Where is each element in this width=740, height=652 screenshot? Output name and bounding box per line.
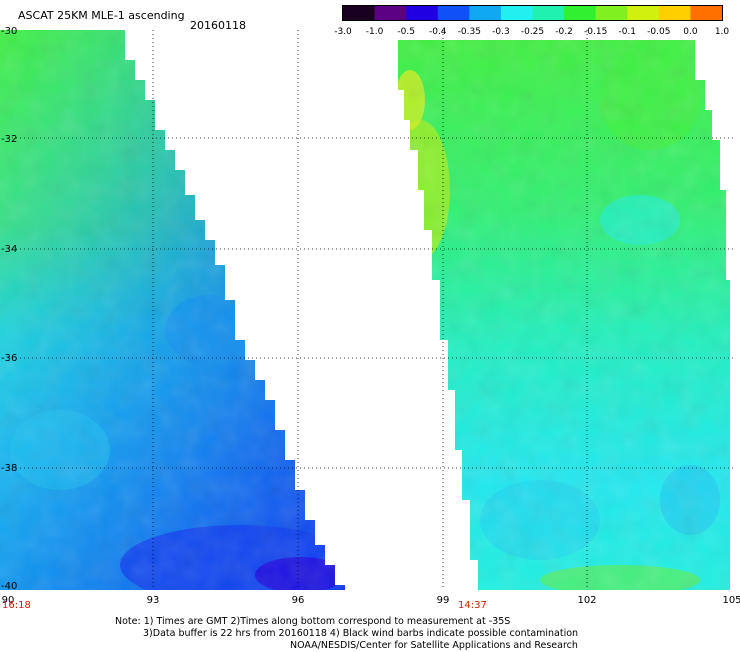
note-line-2: 3)Data buffer is 22 hrs from 20160118 4)… <box>143 628 579 639</box>
y-tick-label: -32 <box>1 134 17 145</box>
y-tick-label: -36 <box>1 353 17 364</box>
x-tick-label: 99 <box>437 595 450 606</box>
colorbar-label: -0.1 <box>618 27 637 37</box>
colorbar-segment <box>532 6 565 20</box>
y-tick-label: -38 <box>1 463 17 474</box>
colorbar-label: -0.35 <box>457 27 481 37</box>
right-swath <box>398 40 730 590</box>
x-axis-ticks: 90 93 96 99 102 105 <box>2 595 740 606</box>
x-tick-label: 102 <box>577 595 596 606</box>
note-line-3: NOAA/NESDIS/Center for Satellite Applica… <box>290 640 578 651</box>
colorbar-label: -0.15 <box>584 27 608 37</box>
y-tick-label: -40 <box>1 581 17 592</box>
colorbar-segment <box>469 6 502 20</box>
colorbar-segment <box>658 6 691 20</box>
colorbar-label: -0.4 <box>428 27 447 37</box>
right-swath-time: 14:37 <box>458 600 487 611</box>
colorbar-segment <box>406 6 439 20</box>
y-tick-label: -30 <box>1 26 17 37</box>
colorbar-label: -0.5 <box>397 27 415 37</box>
x-tick-label: 90 <box>2 595 15 606</box>
colorbar-label: -0.3 <box>492 27 510 37</box>
colorbar-label: -3.0 <box>334 27 352 37</box>
colorbar-segment <box>500 6 533 20</box>
left-swath-time: 16:18 <box>2 600 31 611</box>
colorbar-label: -0.2 <box>555 27 573 37</box>
left-swath <box>0 30 345 590</box>
x-tick-label: 105 <box>722 595 740 606</box>
map-title: ASCAT 25KM MLE-1 ascending <box>18 9 185 22</box>
colorbar-segment <box>374 6 407 20</box>
colorbar-segment <box>595 6 628 20</box>
colorbar-segment <box>690 6 722 20</box>
colorbar-label: 1.0 <box>714 27 730 37</box>
x-tick-label: 96 <box>292 595 305 606</box>
colorbar <box>342 5 723 21</box>
colorbar-segment <box>627 6 660 20</box>
colorbar-segment <box>343 6 376 20</box>
colorbar-label: -1.0 <box>365 27 384 37</box>
colorbar-label: -0.25 <box>520 27 545 37</box>
colorbar-label: -0.05 <box>647 27 671 37</box>
colorbar-segment <box>564 6 597 20</box>
y-axis-ticks: -30 -32 -34 -36 -38 -40 <box>1 26 17 592</box>
grid <box>8 30 735 590</box>
y-tick-label: -34 <box>1 244 17 255</box>
map-date: 20160118 <box>190 19 246 32</box>
colorbar-label: 0.0 <box>683 27 698 37</box>
x-tick-label: 93 <box>147 595 160 606</box>
note-line-1: Note: 1) Times are GMT 2)Times along bot… <box>115 616 511 627</box>
colorbar-segment <box>437 6 470 20</box>
